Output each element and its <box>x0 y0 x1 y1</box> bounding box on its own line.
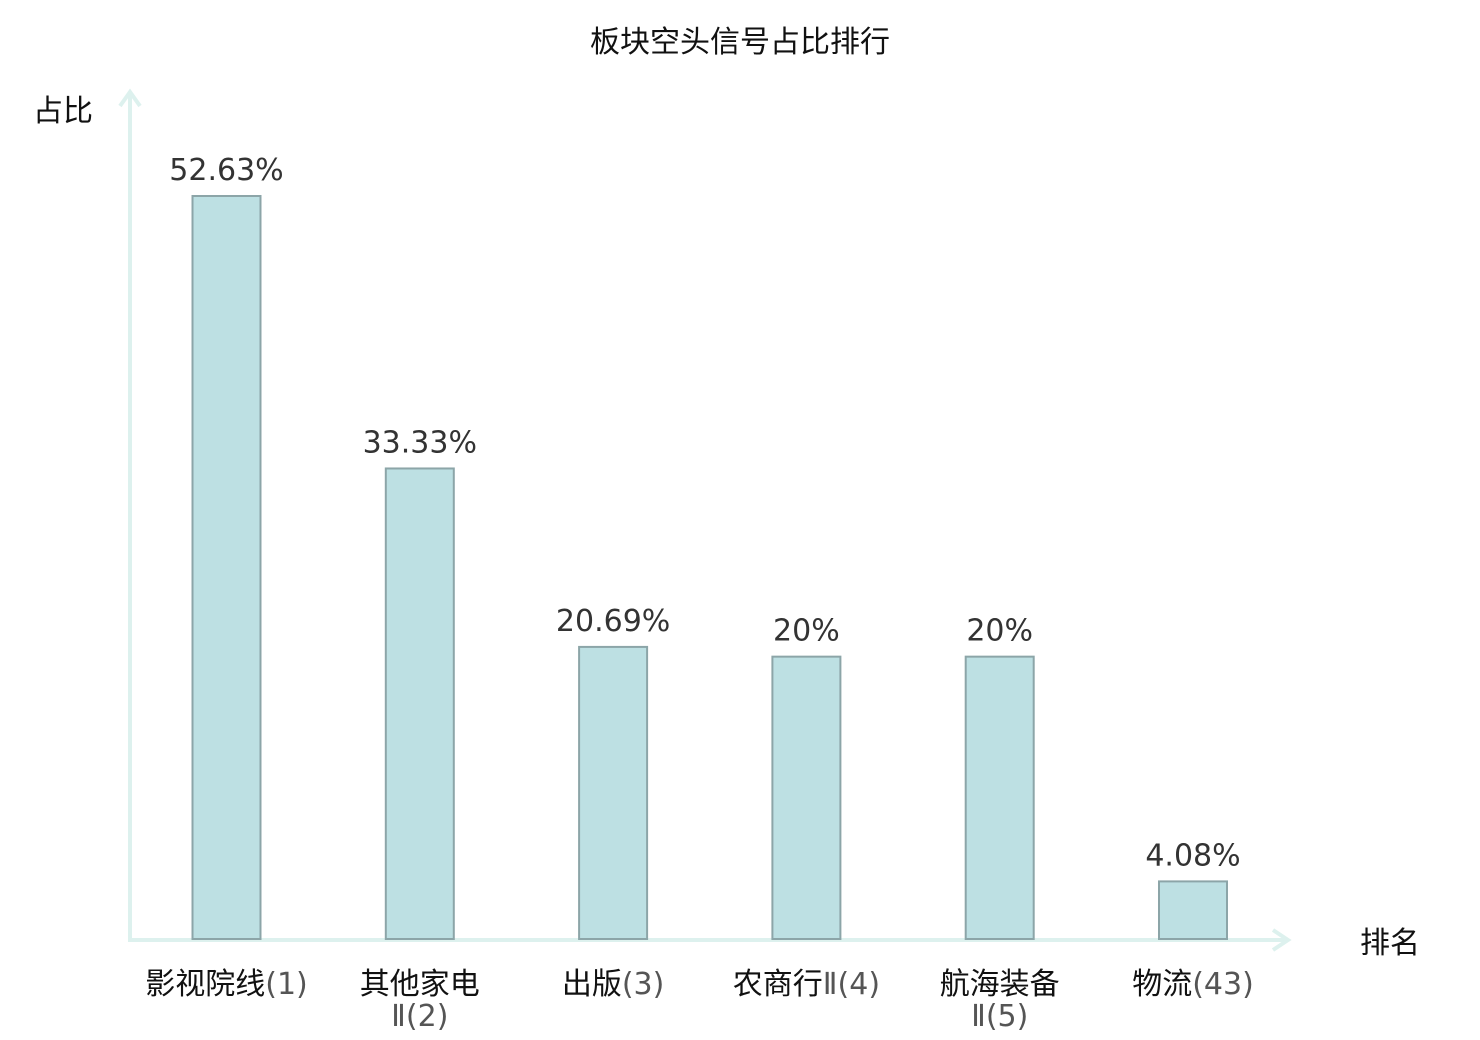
x-tick-label-4: 农商行Ⅱ(4) <box>733 967 880 1002</box>
value-label-1: 52.63% <box>169 153 283 188</box>
x-tick-name-4: 农商行 <box>733 967 823 1002</box>
bar-2 <box>384 467 455 940</box>
value-label-6: 4.08% <box>1145 838 1240 873</box>
y-axis-label: 占比 <box>33 94 93 129</box>
x-tick-rank-1: (1) <box>265 967 308 1002</box>
value-label-3: 20.69% <box>556 604 670 639</box>
value-label-4: 20% <box>773 614 840 649</box>
x-tick-name-3: 出版 <box>562 967 622 1002</box>
x-tick-name-1: 影视院线 <box>145 967 265 1002</box>
x-tick-label-1: 影视院线(1) <box>145 967 308 1002</box>
chart-title: 板块空头信号占比排行 <box>590 25 890 60</box>
x-tick-label-3: 出版(3) <box>562 967 665 1002</box>
x-tick-label-6: 物流(43) <box>1132 967 1254 1002</box>
x-tick-name-6: 物流 <box>1132 967 1192 1002</box>
bars-group <box>191 195 1228 941</box>
bar-4 <box>771 655 842 941</box>
x-tick-rank-6: (43) <box>1192 967 1254 1002</box>
x-tick-rank-3: (3) <box>622 967 665 1002</box>
value-label-5: 20% <box>966 614 1033 649</box>
x-axis-label: 排名 <box>1360 926 1420 961</box>
bar-6 <box>1158 880 1228 941</box>
x-tick-label-2: 其他家电 <box>360 967 480 1002</box>
y-axis-arrow <box>118 88 142 108</box>
x-axis-arrow <box>1271 928 1292 952</box>
bar-1 <box>191 195 262 940</box>
x-tick-rank-4: Ⅱ(4) <box>823 967 880 1002</box>
x-tick-label-5: 航海装备 <box>940 967 1060 1002</box>
value-label-2: 33.33% <box>363 425 477 460</box>
x-tick-rank-2: Ⅱ(2) <box>391 999 448 1034</box>
x-tick-rank-5: Ⅱ(5) <box>971 999 1028 1034</box>
bar-3 <box>578 645 649 940</box>
bar-5 <box>964 655 1035 941</box>
value-labels-group: 52.63% 33.33% 20.69% 20% 20% 4.08% <box>169 153 1240 873</box>
